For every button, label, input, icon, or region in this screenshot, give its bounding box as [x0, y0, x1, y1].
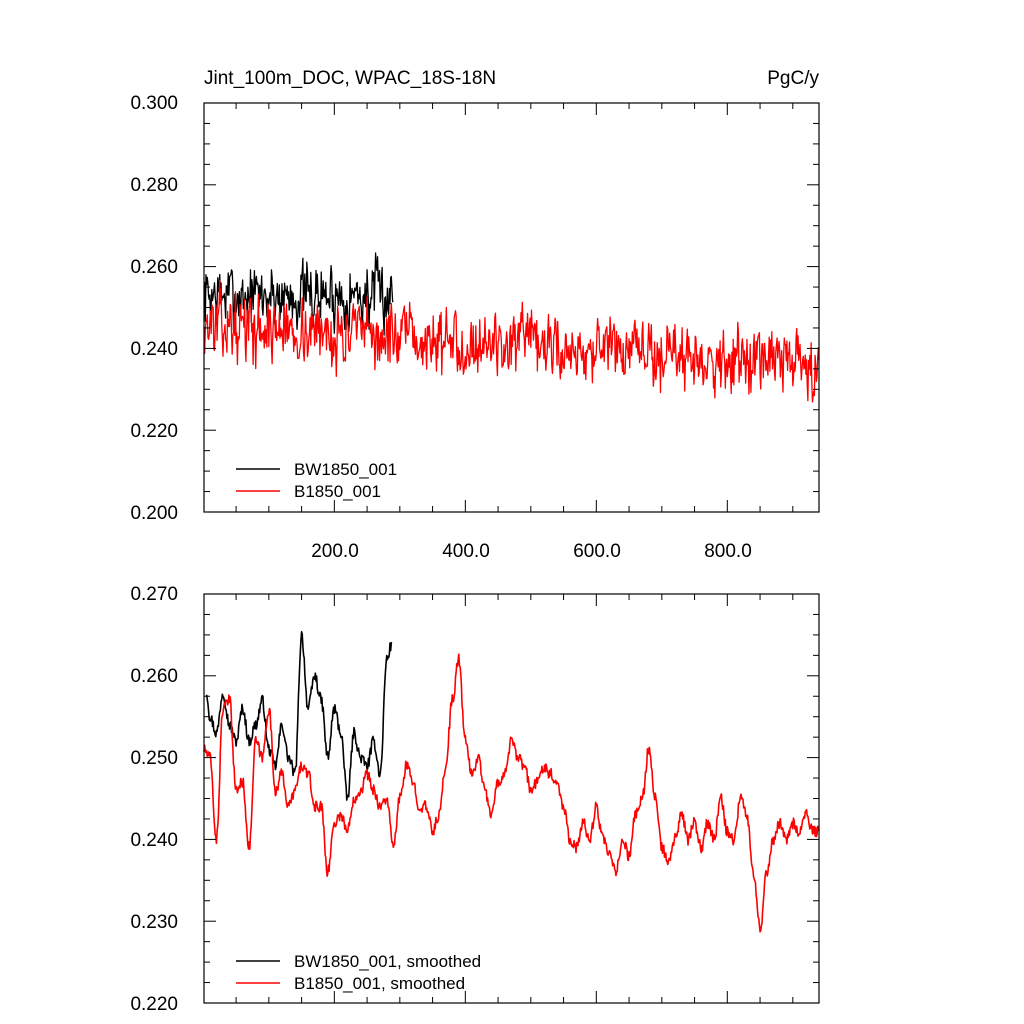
bottom-ytick-label: 0.270	[130, 584, 178, 605]
top-x-tick-labels: 200.0 400.0 600.0 800.0	[311, 541, 752, 562]
bottom-legend: BW1850_001, smoothed B1850_001, smoothed	[236, 952, 481, 993]
bottom-ytick-label: 0.230	[130, 912, 178, 933]
top-xtick-label: 600.0	[573, 541, 621, 562]
top-xtick-label: 200.0	[311, 541, 359, 562]
chart-title-right: PgC/y	[767, 68, 819, 89]
top-ticks-group	[204, 102, 819, 513]
top-ytick-label: 0.260	[130, 257, 178, 278]
legend-label: BW1850_001, smoothed	[294, 952, 481, 971]
top-legend: BW1850_001 B1850_001	[236, 460, 397, 501]
bottom-ytick-label: 0.240	[130, 830, 178, 851]
top-series-line-b1850-001	[203, 280, 820, 403]
bottom-ticks-group	[204, 593, 819, 1004]
top-series-group	[203, 252, 820, 403]
top-panel: 0.300 0.280 0.260 0.240 0.220 0.200 200.…	[130, 93, 820, 562]
top-xtick-label: 800.0	[704, 541, 752, 562]
bottom-y-tick-labels: 0.270 0.260 0.250 0.240 0.230 0.220	[130, 584, 178, 1015]
chart-title-left: Jint_100m_DOC, WPAC_18S-18N	[204, 68, 496, 89]
top-ytick-label: 0.300	[130, 93, 178, 114]
top-xtick-label: 400.0	[442, 541, 490, 562]
bottom-ytick-label: 0.260	[130, 666, 178, 687]
bottom-series-line-bw1850-001-smoothed	[205, 631, 393, 801]
legend-label: B1850_001	[294, 482, 381, 501]
legend-label: B1850_001, smoothed	[294, 974, 465, 993]
top-ytick-label: 0.220	[130, 421, 178, 442]
top-y-tick-labels: 0.300 0.280 0.260 0.240 0.220 0.200	[130, 93, 178, 524]
bottom-series-line-b1850-001-smoothed	[203, 653, 820, 933]
bottom-ytick-label: 0.220	[130, 994, 178, 1015]
bottom-series-group	[203, 631, 820, 933]
bottom-ytick-label: 0.250	[130, 748, 178, 769]
legend-label: BW1850_001	[294, 460, 397, 479]
top-ytick-label: 0.280	[130, 175, 178, 196]
top-ytick-label: 0.200	[130, 503, 178, 524]
bottom-panel: 0.270 0.260 0.250 0.240 0.230 0.220 BW18…	[130, 584, 820, 1015]
top-ytick-label: 0.240	[130, 339, 178, 360]
top-plot-frame	[203, 102, 820, 513]
bottom-plot-frame	[203, 593, 820, 1004]
